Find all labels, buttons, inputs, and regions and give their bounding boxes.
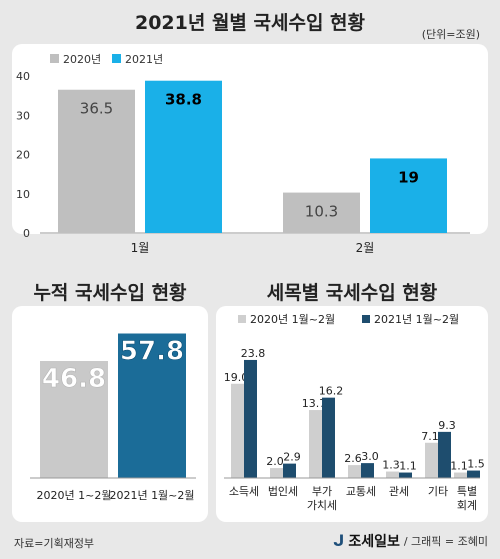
bar bbox=[370, 158, 447, 233]
bar-value-label: 2.6 bbox=[344, 452, 362, 465]
chart3-panel bbox=[216, 306, 488, 522]
bar bbox=[270, 468, 283, 478]
bar bbox=[283, 192, 360, 233]
bar-value-label: 57.8 bbox=[120, 337, 184, 367]
bar-value-label: 9.3 bbox=[438, 419, 456, 432]
bar-value-label: 46.8 bbox=[42, 364, 106, 394]
bar-value-label: 36.5 bbox=[80, 100, 113, 118]
x-tick-label: 가치세 bbox=[307, 499, 337, 512]
x-tick-label: 1월 bbox=[131, 241, 150, 255]
brand-name: 조세일보 bbox=[348, 534, 400, 550]
x-tick-label: 2021년 1월~2월 bbox=[109, 489, 194, 502]
bar bbox=[361, 463, 374, 478]
x-tick-label: 2020년 1~2월 bbox=[37, 489, 112, 502]
bar-value-label: 38.8 bbox=[165, 91, 202, 109]
bar bbox=[231, 383, 244, 478]
brand-credit: ᒍ 조세일보 / 그래픽 = 조혜미 bbox=[333, 531, 488, 551]
bar-value-label: 7.1 bbox=[421, 430, 439, 443]
x-tick-label: 부가 bbox=[312, 485, 332, 498]
bar-value-label: 23.8 bbox=[241, 347, 266, 360]
y-tick-label: 20 bbox=[16, 149, 30, 162]
legend-swatch bbox=[50, 54, 59, 63]
bar bbox=[58, 89, 135, 233]
x-tick-label: 2월 bbox=[356, 241, 375, 255]
bar-value-label: 1.1 bbox=[450, 460, 468, 473]
legend-label: 2020년 bbox=[63, 53, 101, 66]
bar-value-label: 3.0 bbox=[361, 450, 379, 463]
source-note: 자료=기획재정부 bbox=[14, 537, 95, 550]
y-tick-label: 10 bbox=[16, 188, 30, 201]
bar bbox=[454, 472, 467, 478]
graphic-credit: / 그래픽 = 조혜미 bbox=[403, 535, 488, 548]
tax-item-revenue-chart: 2020년 1월~2월 2021년 1월~2월 19.0 23.8 소득세 2.0 2.9 법… bbox=[224, 313, 485, 512]
legend-label: 2021년 1월~2월 bbox=[374, 313, 459, 326]
cumulative-revenue-chart: 46.8 2020년 1~2월 57.8 2021년 1월~2월 bbox=[30, 333, 196, 502]
bar bbox=[425, 442, 438, 478]
bar-value-label: 2.9 bbox=[283, 451, 301, 464]
legend-swatch bbox=[362, 315, 370, 323]
x-tick-label: 관세 bbox=[389, 485, 409, 498]
chart1-unit: (단위=조원) bbox=[421, 28, 480, 41]
bar bbox=[309, 410, 322, 478]
y-tick-label: 40 bbox=[16, 70, 30, 83]
x-tick-label: 교통세 bbox=[346, 485, 376, 498]
bar bbox=[467, 470, 480, 478]
chart3-title: 세목별 국세수입 현황 bbox=[266, 282, 438, 304]
monthly-revenue-chart: 0 10 20 30 40 2020년 2021년 36.5 38.8 1월 10.3 19 2월 bbox=[16, 53, 470, 255]
x-tick-label: 소득세 bbox=[229, 485, 259, 498]
bar bbox=[348, 465, 361, 478]
y-tick-label: 30 bbox=[16, 109, 30, 122]
bar bbox=[283, 463, 296, 478]
legend-swatch bbox=[238, 315, 246, 323]
bar-value-label: 19.0 bbox=[224, 371, 249, 384]
x-tick-label: 기타 bbox=[428, 485, 448, 498]
bar bbox=[399, 472, 412, 478]
bar bbox=[244, 359, 257, 478]
bar-value-label: 2.0 bbox=[266, 455, 284, 468]
bar-value-label: 19 bbox=[398, 168, 419, 186]
x-tick-label: 특별 bbox=[457, 485, 477, 498]
legend-swatch bbox=[112, 54, 121, 63]
chart2-title: 누적 국세수입 현황 bbox=[33, 282, 187, 304]
bar-value-label: 13.7 bbox=[302, 397, 327, 410]
chart1-title: 2021년 월별 국세수입 현황 bbox=[134, 12, 366, 34]
bar bbox=[438, 431, 451, 478]
brand-swoosh-icon: ᒍ bbox=[333, 532, 345, 550]
y-tick-label: 0 bbox=[23, 227, 30, 240]
bar bbox=[386, 471, 399, 478]
bar-value-label: 1.5 bbox=[467, 458, 485, 471]
bar-value-label: 16.2 bbox=[319, 385, 344, 398]
x-tick-label: 법인세 bbox=[268, 485, 298, 498]
bar bbox=[322, 397, 335, 478]
bar-value-label: 1.3 bbox=[382, 459, 400, 472]
legend-label: 2021년 bbox=[125, 53, 163, 66]
bar bbox=[40, 361, 108, 478]
bar-value-label: 1.1 bbox=[399, 460, 417, 473]
bar bbox=[145, 80, 222, 234]
bar bbox=[118, 333, 186, 478]
x-tick-label: 회계 bbox=[457, 499, 477, 512]
legend-label: 2020년 1월~2월 bbox=[250, 313, 335, 326]
bar-value-label: 10.3 bbox=[305, 203, 338, 221]
